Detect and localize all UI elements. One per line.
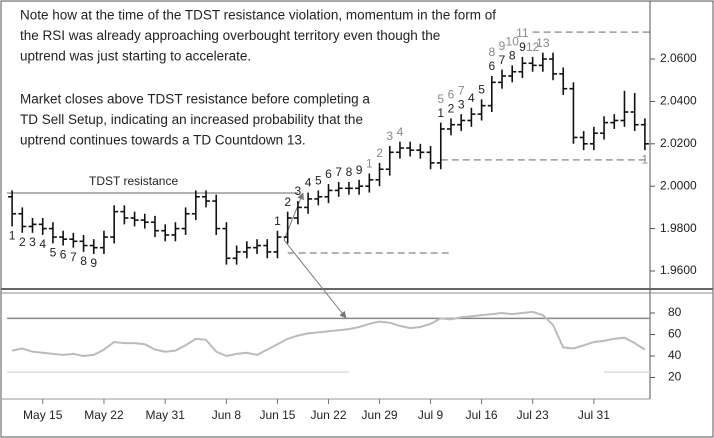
td-count-label: 6 xyxy=(448,88,455,102)
y-tick-label: 20 xyxy=(668,370,682,384)
x-tick-label: May 22 xyxy=(84,408,124,422)
y-tick-label: 60 xyxy=(668,327,682,341)
y-tick-label: 80 xyxy=(668,305,682,319)
y-tick-label: 2.0000 xyxy=(660,178,697,192)
td-count-label: 10 xyxy=(506,35,520,49)
x-tick-label: Jul 31 xyxy=(578,408,610,422)
annotation: TD Sell Setup, indicating an increased p… xyxy=(20,112,363,127)
y-tick-label: 2.0600 xyxy=(660,51,697,65)
x-tick-label: Jun 15 xyxy=(259,408,295,422)
td-count-label: 8 xyxy=(346,165,353,179)
td-count-label: 5 xyxy=(315,174,322,188)
x-tick-label: Jun 8 xyxy=(212,408,242,422)
y-tick-label: 1.9800 xyxy=(660,221,697,235)
annotation: uptrend was just starting to accelerate. xyxy=(20,49,251,64)
x-tick-label: May 31 xyxy=(146,408,186,422)
x-tick-label: Jun 29 xyxy=(362,408,398,422)
td-count-label: 7 xyxy=(499,53,506,67)
td-count-label: 1 xyxy=(437,106,444,120)
td-count-label: 4 xyxy=(397,125,404,139)
td-count-label: 6 xyxy=(60,248,67,262)
annotation: the RSI was already approaching overboug… xyxy=(20,28,440,43)
td-count-label: 8 xyxy=(509,49,516,63)
td-count-label: 3 xyxy=(386,129,393,143)
td-count-label: 1 xyxy=(366,157,373,171)
td-count-label: 5 xyxy=(437,92,444,106)
td-count-label: 7 xyxy=(335,165,342,179)
annotation: Note how at the time of the TDST resista… xyxy=(20,8,496,23)
td-count-label: 9 xyxy=(499,39,506,53)
td-count-label: 4 xyxy=(39,237,46,251)
td-count-label: 8 xyxy=(488,45,495,59)
td-count-label: 1 xyxy=(642,152,649,166)
td-count-label: 2 xyxy=(19,235,26,249)
x-tick-label: Jul 9 xyxy=(418,408,444,422)
td-count-label: 1 xyxy=(274,214,281,228)
td-count-label: 1 xyxy=(9,229,16,243)
td-count-label: 7 xyxy=(70,250,77,264)
td-count-label: 9 xyxy=(519,40,526,54)
td-count-label: 3 xyxy=(458,97,465,111)
td-count-label: 8 xyxy=(80,254,87,268)
rsi-line xyxy=(11,310,646,358)
td-count-label: 13 xyxy=(536,36,550,50)
td-count-label: 9 xyxy=(90,256,97,270)
td-count-label: 5 xyxy=(50,246,57,260)
td-count-label: 2 xyxy=(448,102,455,116)
annotation: Market closes above TDST resistance befo… xyxy=(20,92,370,107)
y-tick-label: 1.9600 xyxy=(660,263,697,277)
td-count-label: 3 xyxy=(29,235,36,249)
y-tick-label: 2.0400 xyxy=(660,94,697,108)
plot: 1.9600 1.9800 2.0000 2.0200 2.0400 2.0600 20 40… xyxy=(7,8,697,422)
td-count-label: 2 xyxy=(376,146,383,160)
td-count-label: 3 xyxy=(295,184,302,198)
x-tick-label: Jun 22 xyxy=(310,408,346,422)
td-count-label: 4 xyxy=(305,176,312,190)
td-count-label: 5 xyxy=(478,82,485,96)
td-count-label: 4 xyxy=(468,91,475,105)
annotation: uptrend continues towards a TD Countdown… xyxy=(20,133,306,148)
td-count-label: 9 xyxy=(356,163,363,177)
td-count-label: 2 xyxy=(284,195,291,209)
level-label: TDST resistance xyxy=(89,174,178,188)
y-tick-label: 40 xyxy=(668,348,682,362)
x-tick-label: May 15 xyxy=(23,408,63,422)
td-count-label: 6 xyxy=(325,167,332,181)
td-count-label: 11 xyxy=(516,26,529,40)
x-tick-label: Jul 16 xyxy=(466,408,498,422)
y-tick-label: 2.0200 xyxy=(660,136,697,150)
x-tick-label: Jul 23 xyxy=(517,408,549,422)
td-count-label: 7 xyxy=(458,83,465,97)
td-count-label: 12 xyxy=(526,40,540,54)
td-count-label: 6 xyxy=(488,59,495,73)
